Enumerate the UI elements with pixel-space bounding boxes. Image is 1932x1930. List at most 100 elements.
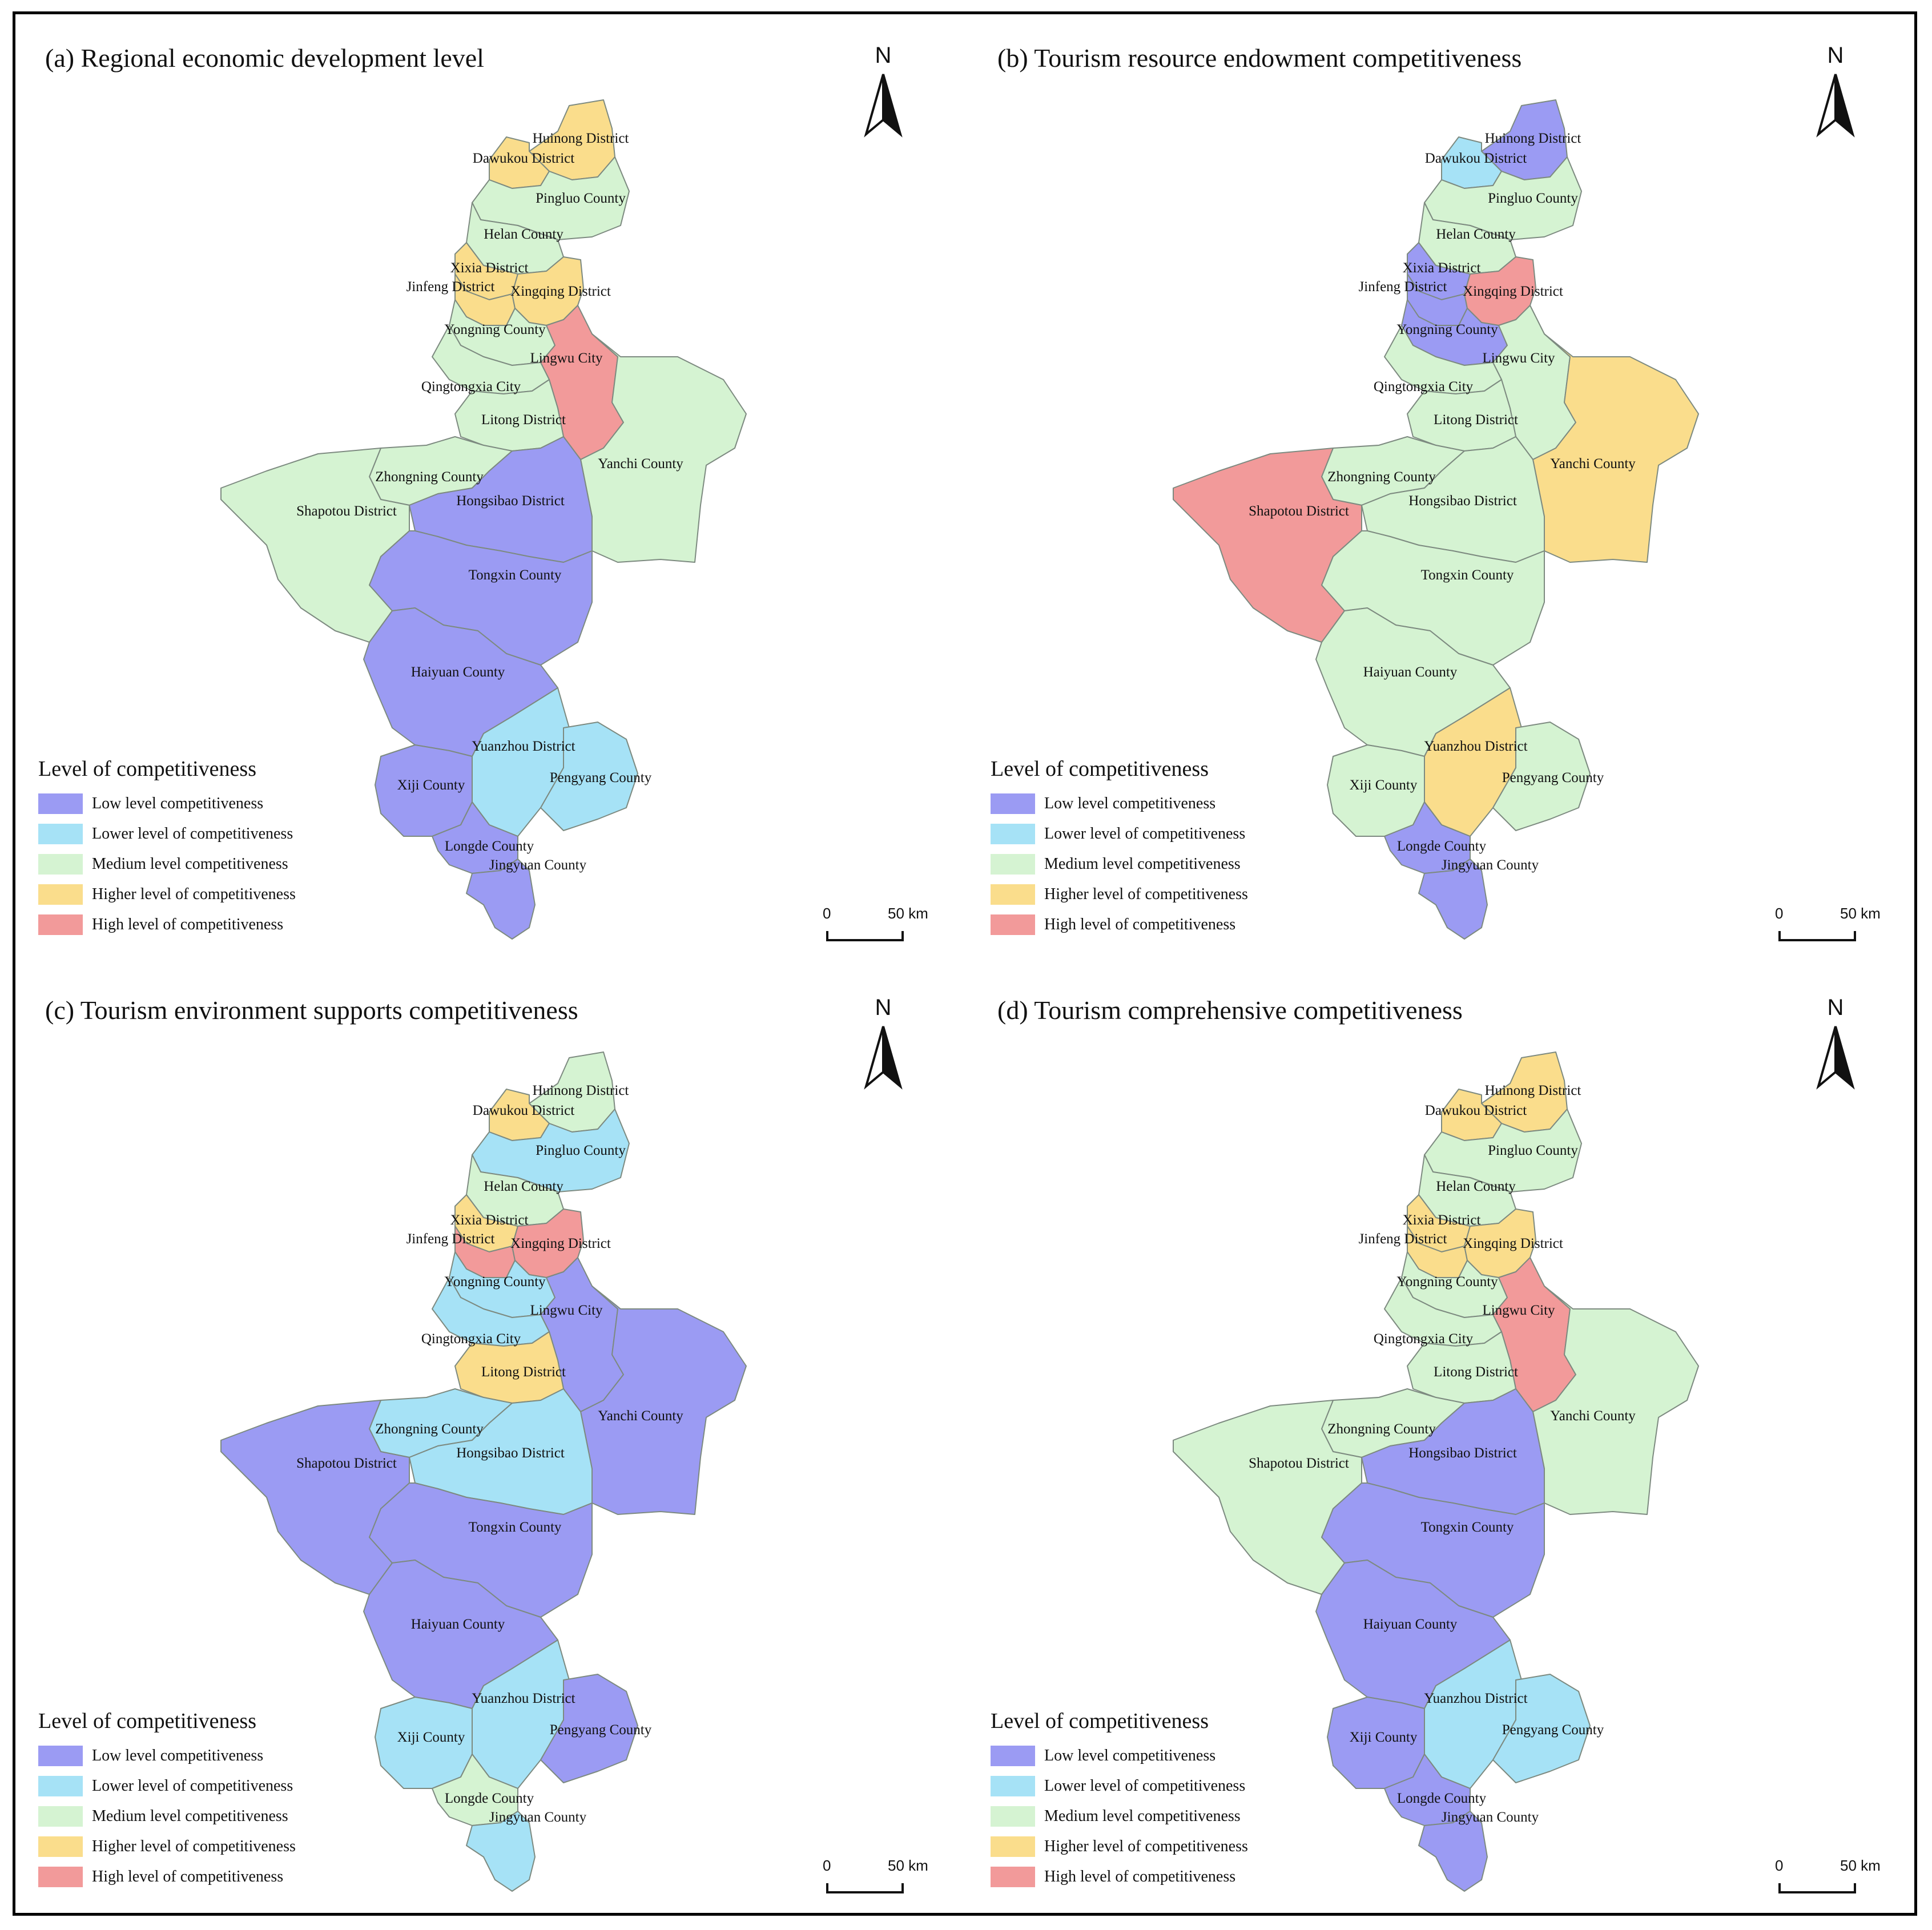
legend-item-high: High level of competitiveness [38,1861,358,1892]
scale-fifty: 50 km [1840,1857,1881,1874]
district-label-lingwu: Lingwu City [530,350,603,366]
scale-zero: 0 [823,1857,831,1874]
legend-swatch-medium [991,853,1035,875]
district-label-tongxin: Tongxin County [1421,1520,1514,1535]
district-label-shapotou: Shapotou District [296,503,397,519]
scale-fifty: 50 km [888,905,928,922]
district-label-tongxin: Tongxin County [1421,567,1514,583]
district-yanchi [580,333,747,563]
legend-item-high: High level of competitiveness [991,909,1310,940]
legend-item-higher: Higher level of competitiveness [991,1831,1310,1861]
district-jingyuan [1418,859,1488,940]
district-label-qingtongxia: Qingtongxia City [1374,1331,1474,1347]
district-jingyuan [466,1811,536,1892]
district-label-litong: Litong District [481,1364,566,1380]
district-label-longde: Longde County [1397,839,1487,854]
district-label-haiyuan: Haiyuan County [411,1617,505,1632]
district-jingyuan [1418,1811,1488,1892]
legend-label-high: High level of competitiveness [92,1867,284,1885]
legend-swatch-low [38,1745,83,1766]
district-label-qingtongxia: Qingtongxia City [1374,379,1474,394]
district-label-hongsibao: Hongsibao District [456,493,565,509]
legend-swatch-higher [38,1836,83,1857]
district-label-dawukou: Dawukou District [1425,151,1527,166]
district-label-jingyuan: Jingyuan County [1442,857,1539,873]
district-label-xiji: Xiji County [397,777,465,793]
district-label-shapotou: Shapotou District [1249,503,1349,519]
north-arrow-icon [864,74,903,138]
district-label-xingqing: Xingqing District [1463,1236,1563,1251]
legend-swatch-lower [38,1775,83,1796]
district-label-jingyuan: Jingyuan County [489,1810,587,1825]
north-label: N [1827,995,1844,1020]
legend-label-high: High level of competitiveness [1044,915,1236,933]
scale-zero: 0 [823,905,831,922]
district-pengyang [540,722,638,831]
district-label-xixia: Xixia District [450,260,529,276]
district-label-zhongning: Zhongning County [375,1421,484,1437]
district-label-helan: Helan County [484,227,564,242]
legend-label-lower: Lower level of competitiveness [92,1776,293,1795]
scale-bar-line [826,1883,904,1893]
legend-swatch-high [991,914,1035,935]
district-label-dawukou: Dawukou District [473,151,574,166]
district-label-huinong: Huinong District [1485,1083,1581,1098]
district-label-xiji: Xiji County [397,1730,465,1745]
legend-item-medium: Medium level competitiveness [38,1801,358,1831]
legend-swatch-higher [991,1836,1035,1857]
legend-item-high: High level of competitiveness [38,909,358,940]
legend-title: Level of competitiveness [991,757,1209,781]
scale-bar-line [1778,1883,1856,1893]
district-label-hongsibao: Hongsibao District [1408,493,1517,509]
legend-label-higher: Higher level of competitiveness [92,885,296,903]
district-label-xingqing: Xingqing District [510,1236,611,1251]
legend-item-medium: Medium level competitiveness [38,849,358,879]
legend-item-higher: Higher level of competitiveness [38,1831,358,1861]
district-label-qingtongxia: Qingtongxia City [421,1331,521,1347]
legend: Level of competitiveness Low level compe… [991,1709,1310,1892]
legend-swatch-medium [991,1806,1035,1827]
map-panel-d: Huinong District Dawukou District Pingluo … [968,966,1915,1914]
district-yanchi [580,1286,747,1515]
legend-swatch-lower [991,1775,1035,1796]
legend-title: Level of competitiveness [991,1709,1209,1733]
district-label-shapotou: Shapotou District [1249,1456,1349,1471]
district-label-zhongning: Zhongning County [1327,469,1436,485]
district-label-qingtongxia: Qingtongxia City [421,379,521,394]
district-label-jinfeng: Jinfeng District [1359,1231,1447,1247]
legend-item-low: Low level competitiveness [991,1740,1310,1771]
district-label-jingyuan: Jingyuan County [489,857,587,873]
district-label-helan: Helan County [484,1179,564,1194]
north-arrow-icon [1816,74,1855,138]
district-label-pingluo: Pingluo County [536,191,626,206]
district-label-xiji: Xiji County [1350,1730,1418,1745]
panel-title: (b) Tourism resource endowment competiti… [997,43,1522,72]
district-label-xingqing: Xingqing District [510,284,611,299]
legend-item-higher: Higher level of competitiveness [38,879,358,909]
district-label-jinfeng: Jinfeng District [406,1231,495,1247]
district-label-yuanzhou: Yuanzhou District [1424,739,1527,754]
map-svg: Huinong District Dawukou District Pingluo … [220,1051,747,1892]
map-svg: Huinong District Dawukou District Pingluo … [1173,1051,1699,1892]
legend-item-medium: Medium level competitiveness [991,849,1310,879]
district-label-dawukou: Dawukou District [1425,1103,1527,1118]
district-label-pengyang: Pengyang County [550,1722,652,1738]
district-label-lingwu: Lingwu City [1482,350,1555,366]
legend-item-low: Low level competitiveness [991,788,1310,819]
panel-title: (a) Regional economic development level [45,43,484,72]
legend-label-lower: Lower level of competitiveness [92,824,293,843]
district-label-litong: Litong District [1434,412,1518,428]
legend-swatch-lower [991,823,1035,844]
north-label: N [1827,43,1844,68]
district-label-huinong: Huinong District [533,131,629,146]
map-svg: Huinong District Dawukou District Pingluo … [1173,99,1699,940]
legend-swatch-higher [991,884,1035,905]
district-yanchi [1532,333,1699,563]
district-label-helan: Helan County [1436,1179,1516,1194]
district-label-longde: Longde County [1397,1791,1487,1806]
legend-swatch-high [38,914,83,935]
north-label: N [875,995,892,1020]
legend-swatch-medium [38,853,83,875]
scale-fifty: 50 km [888,1857,928,1874]
legend-swatch-low [991,793,1035,814]
